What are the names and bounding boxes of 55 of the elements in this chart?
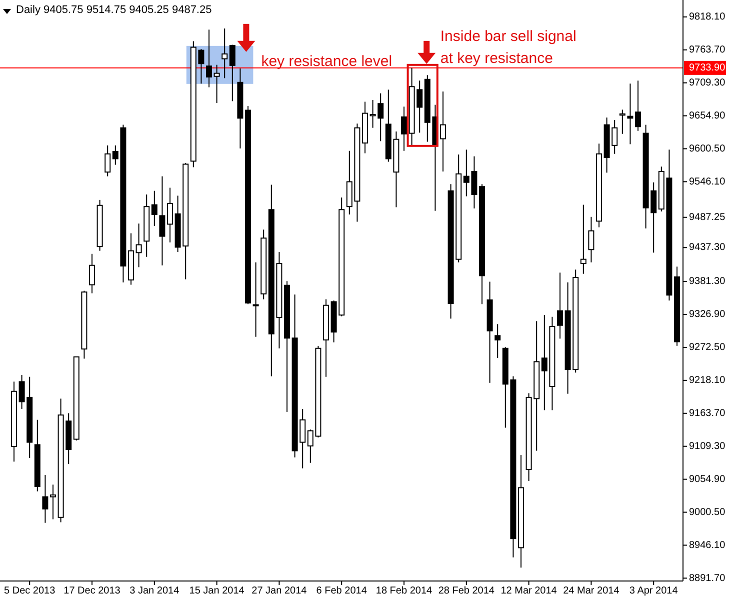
annotation: key resistance level xyxy=(261,52,392,70)
candlestick xyxy=(167,187,173,243)
y-tick-label: 9381.30 xyxy=(689,276,726,288)
y-tick-label: 9109.30 xyxy=(689,440,726,452)
candlestick xyxy=(222,28,228,79)
x-tick-label: 15 Jan 2014 xyxy=(189,586,245,597)
annotation: Inside bar sell signal at key resistance xyxy=(440,28,576,67)
x-tick-label: 5 Dec 2013 xyxy=(4,586,56,597)
candlestick xyxy=(50,484,56,520)
y-tick-label: 9763.70 xyxy=(689,44,726,56)
candlestick xyxy=(206,29,212,88)
y-tick-label: 9654.90 xyxy=(689,110,726,122)
candlestick xyxy=(494,324,501,359)
candlestick xyxy=(159,176,166,266)
y-tick-label: 9600.50 xyxy=(689,143,726,154)
candlestick xyxy=(229,44,236,102)
y-tick-label: 9437.30 xyxy=(689,242,726,254)
y-tick-label: 9163.70 xyxy=(689,408,726,420)
x-tick-label: 3 Apr 2014 xyxy=(629,586,678,597)
y-tick-label: 9709.30 xyxy=(689,77,726,88)
y-tick-label: 9818.10 xyxy=(689,12,726,23)
candlestick xyxy=(136,223,142,268)
y-tick-label: 9000.50 xyxy=(689,506,726,518)
candlestick xyxy=(627,83,634,145)
y-tick-label: 9487.25 xyxy=(689,212,726,223)
candlestick xyxy=(89,253,95,294)
candlestick xyxy=(151,190,158,226)
candlestick xyxy=(635,80,641,132)
candlestick xyxy=(104,144,111,177)
x-tick-label: 24 Mar 2014 xyxy=(563,586,620,597)
candlestick xyxy=(580,204,586,274)
y-tick-label: 8891.70 xyxy=(689,572,726,584)
candlestick xyxy=(252,262,259,338)
ref-line-label: 9733.90 xyxy=(689,62,726,74)
x-tick-label: 27 Jan 2014 xyxy=(252,586,308,597)
y-tick-label: 9272.50 xyxy=(689,342,726,354)
y-tick-label: 9546.10 xyxy=(689,176,726,188)
chart-title: Daily 9405.75 9514.75 9405.25 9487.25 xyxy=(16,4,212,16)
candlestick xyxy=(440,90,446,172)
y-tick-label: 9218.10 xyxy=(689,375,726,386)
x-tick-label: 6 Feb 2014 xyxy=(316,586,368,597)
candlestick xyxy=(42,474,48,524)
candlestick xyxy=(557,272,563,340)
x-tick-label: 28 Feb 2014 xyxy=(438,586,495,597)
x-tick-label: 18 Feb 2014 xyxy=(376,586,433,597)
candlestick xyxy=(214,64,220,104)
y-tick-label: 9054.90 xyxy=(689,474,726,485)
candlestick xyxy=(401,106,407,152)
x-tick-label: 3 Jan 2014 xyxy=(130,586,180,597)
y-tick-label: 8946.10 xyxy=(689,540,726,551)
candlestick xyxy=(619,109,626,134)
x-tick-label: 17 Dec 2013 xyxy=(64,586,121,597)
y-tick-label: 9326.90 xyxy=(689,309,726,320)
candlestick xyxy=(588,216,594,263)
x-tick-label: 12 Mar 2014 xyxy=(500,586,558,597)
